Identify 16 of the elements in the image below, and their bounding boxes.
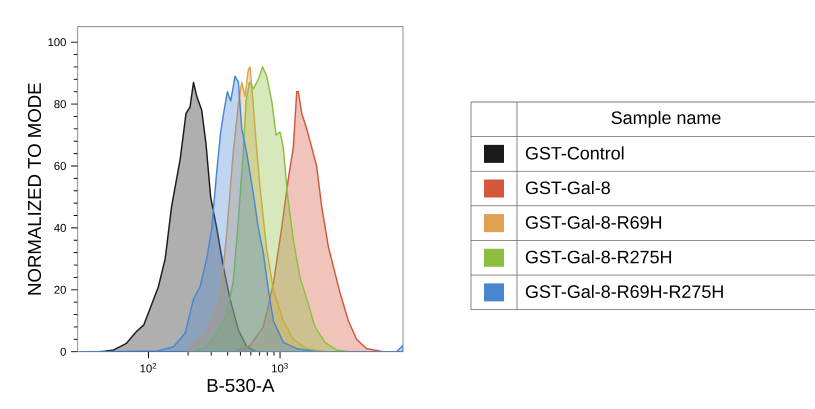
y-tick-label: 40 [54, 224, 66, 232]
y-tick-label: 0 [60, 348, 66, 356]
x-tick-label: 10$^{2}$ [140, 363, 156, 372]
y-axis-title: NORMALIZED TO MODE [28, 83, 42, 294]
legend-label: GST-Gal-8-R275H [526, 250, 672, 264]
y-tick-label: 60 [54, 162, 66, 170]
x-tick-label: 10$^{3}$ [272, 363, 288, 372]
y-tick-label: 80 [54, 100, 66, 108]
y-tick-label: 20 [54, 286, 66, 294]
legend-label: GST-Gal-8 [526, 181, 610, 194]
legend-title: Sample name [612, 110, 721, 128]
y-tick-label: 100 [48, 38, 66, 46]
legend-label: GST-Control [526, 146, 624, 160]
x-axis-title: B-530-A [208, 378, 274, 392]
legend-label: GST-Gal-8-R69H [526, 216, 662, 229]
legend-label: GST-Gal-8-R69H-R275H [526, 284, 723, 298]
